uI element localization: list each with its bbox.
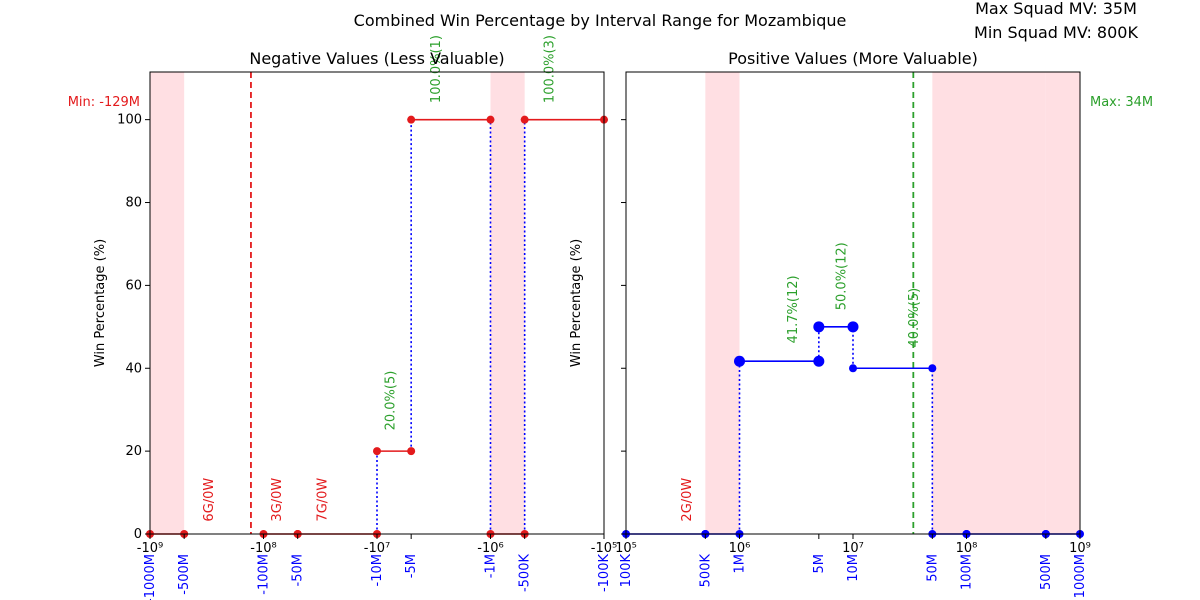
subplot-title-negative: Negative Values (Less Valuable) [249,49,504,68]
y-tick-label-neg-2: 40 [125,361,142,376]
data-point-pos-4-start [849,364,857,373]
y-tick-label-neg-0: 0 [134,527,142,542]
shaded-band-pos-1 [932,72,967,534]
x-tick-value-label-neg-5: -5M [404,554,419,578]
x-tick-value-label-neg-1: -500M [177,554,192,595]
y-tick-label-neg-5: 100 [117,113,142,128]
y-tick-label-neg-3: 60 [125,278,142,293]
x-tick-value-label-pos-8: 1000M [1073,554,1088,598]
data-point-pos-2-end [813,355,825,367]
data-point-pos-3-end [847,321,859,333]
x-tick-label-pos-4: 10⁷ [842,541,864,556]
x-tick-label-pos-2: 10⁶ [729,541,751,556]
x-tick-value-label-pos-0: 100K [619,554,634,588]
x-tick-value-label-pos-5: 50M [925,554,940,582]
x-tick-value-label-pos-4: 10M [846,554,861,582]
figure-suptitle: Combined Win Percentage by Interval Rang… [354,11,847,30]
threshold-label-neg: Min: -129M [68,95,140,110]
panel-negative: Min: -129M 6G/0W 3G/0W 7G/0W 20.0%(5) 100.0%(… [68,35,618,600]
annotation-neg-5: 100.0%(3) [542,35,557,103]
x-tick-value-label-neg-8: -100K [597,554,612,593]
y-axis-label-negative: Win Percentage (%) [93,239,108,367]
annotation-neg-4: 100.0%(1) [429,35,444,103]
y-tick-label-neg-4: 80 [125,196,142,211]
data-point-pos-2-start [734,355,745,367]
data-point-neg-4-start [407,115,416,124]
threshold-label-pos: Max: 34M [1090,95,1153,110]
data-point-neg-6-start [520,115,529,124]
x-tick-value-label-pos-7: 500M [1039,554,1054,590]
annotation-neg-1: 3G/0W [270,478,285,522]
x-tick-value-label-pos-1: 500K [698,554,713,588]
shaded-band-neg-1 [490,72,525,534]
x-tick-value-label-pos-3: 5M [812,554,827,574]
shaded-band-neg-0 [150,72,185,534]
data-point-pos-4-end [928,364,937,373]
annotation-pos-0: 2G/0W [680,478,695,522]
min-squad-mv-label: Min Squad MV: 800K [974,23,1138,42]
shaded-band-pos-2 [966,72,1046,534]
x-tick-label-pos-0: 10⁵ [615,541,637,556]
annotation-pos-2: 50.0%(12) [835,242,850,310]
x-tick-value-label-neg-6: -1M [484,554,499,578]
data-point-neg-4-end [486,115,495,124]
y-axis-label-positive: Win Percentage (%) [569,239,584,367]
x-tick-value-label-pos-6: 100M [960,554,975,590]
x-tick-label-neg-6: -10⁶ [477,541,503,556]
x-tick-label-neg-8: -10⁵ [591,541,617,556]
x-tick-value-label-neg-4: -10M [370,554,385,586]
max-squad-mv-label: Max Squad MV: 35M [975,0,1137,18]
subplot-title-positive: Positive Values (More Valuable) [728,49,978,68]
annotation-neg-2: 7G/0W [315,478,330,522]
x-tick-label-neg-4: -10⁷ [364,541,390,556]
shaded-band-pos-3 [1045,72,1080,534]
x-tick-value-label-pos-2: 1M [733,554,748,574]
x-tick-value-label-neg-3: -50M [291,554,306,586]
x-tick-label-pos-8: 10⁹ [1069,541,1091,556]
annotation-pos-1: 41.7%(12) [786,275,801,343]
x-tick-label-neg-0: -10⁹ [137,541,163,556]
data-point-neg-3-end [407,447,416,456]
annotation-pos-3: 40.0%(5) [907,288,922,348]
annotation-neg-3: 20.0%(5) [384,371,399,431]
x-tick-value-label-neg-7: -500K [518,554,533,593]
data-point-pos-3-start [813,321,825,333]
x-tick-value-label-neg-2: -100M [257,554,272,595]
x-tick-label-neg-2: -10⁸ [250,541,276,556]
x-tick-label-pos-6: 10⁸ [956,541,978,556]
x-tick-value-label-neg-0: -1000M [143,554,158,600]
y-tick-label-neg-1: 20 [125,444,142,459]
shaded-band-pos-0 [705,72,740,534]
data-point-neg-3-start [373,447,381,456]
annotation-neg-0: 6G/0W [202,478,217,522]
